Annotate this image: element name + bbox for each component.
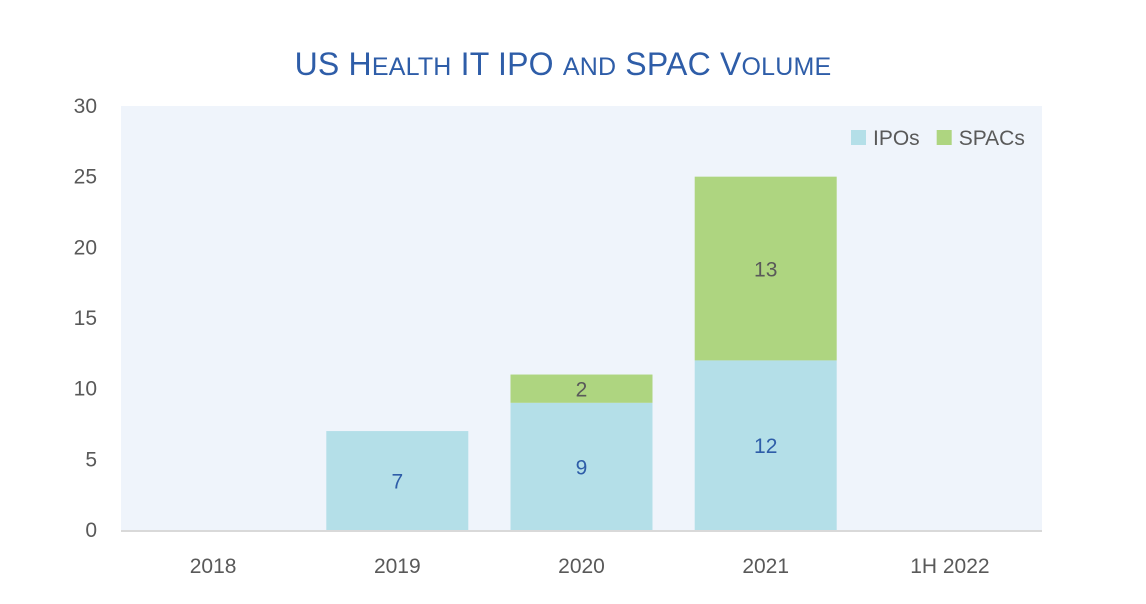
data-label-spacs: 2	[576, 379, 588, 402]
x-axis: 2018 2019 2020 2021 1H 2022	[190, 555, 990, 578]
data-label-ipos: 7	[391, 471, 403, 494]
bar-ipos-2019	[326, 431, 469, 530]
x-tick-label: 1H 2022	[910, 555, 989, 578]
y-tick-label: 20	[74, 236, 97, 259]
legend-swatch-ipos	[851, 130, 866, 145]
x-tick-label: 2020	[558, 555, 605, 578]
bar-spacs-2020	[510, 374, 653, 403]
chart-title: US HEALTH IT IPO AND SPAC VOLUME	[0, 46, 1126, 83]
y-tick-label: 15	[74, 307, 97, 330]
legend: IPOs SPACs	[851, 127, 1025, 150]
y-axis: 0 5 10 15 20 25 30	[74, 95, 97, 542]
legend-label-spacs: SPACs	[959, 127, 1025, 150]
legend-label-ipos: IPOs	[873, 127, 920, 150]
bar-ipos-2020	[510, 402, 653, 530]
chart-title-part: OLUME	[741, 53, 832, 81]
y-tick-label: 25	[74, 166, 97, 189]
y-tick-label: 10	[74, 378, 97, 401]
data-label-spacs: 13	[754, 259, 777, 282]
chart-title-part: SPAC V	[616, 46, 742, 82]
x-tick-label: 2021	[742, 555, 789, 578]
chart-title-part: AND	[562, 53, 617, 81]
x-tick-label: 2019	[374, 555, 421, 578]
bars: 7 9 2 12 13	[326, 176, 837, 530]
bar-ipos-2021	[694, 360, 837, 530]
chart-title-part: IT IPO	[451, 46, 563, 82]
y-tick-label: 0	[85, 519, 97, 542]
x-tick-label: 2018	[190, 555, 237, 578]
legend-swatch-spacs	[936, 130, 952, 145]
y-tick-label: 5	[85, 448, 97, 471]
data-label-ipos: 9	[576, 456, 588, 479]
bar-spacs-2021	[694, 176, 837, 361]
y-tick-label: 30	[74, 95, 97, 118]
chart-title-part: EALTH	[371, 53, 452, 81]
chart-title-part: US H	[294, 46, 372, 82]
data-label-ipos: 12	[754, 435, 777, 458]
